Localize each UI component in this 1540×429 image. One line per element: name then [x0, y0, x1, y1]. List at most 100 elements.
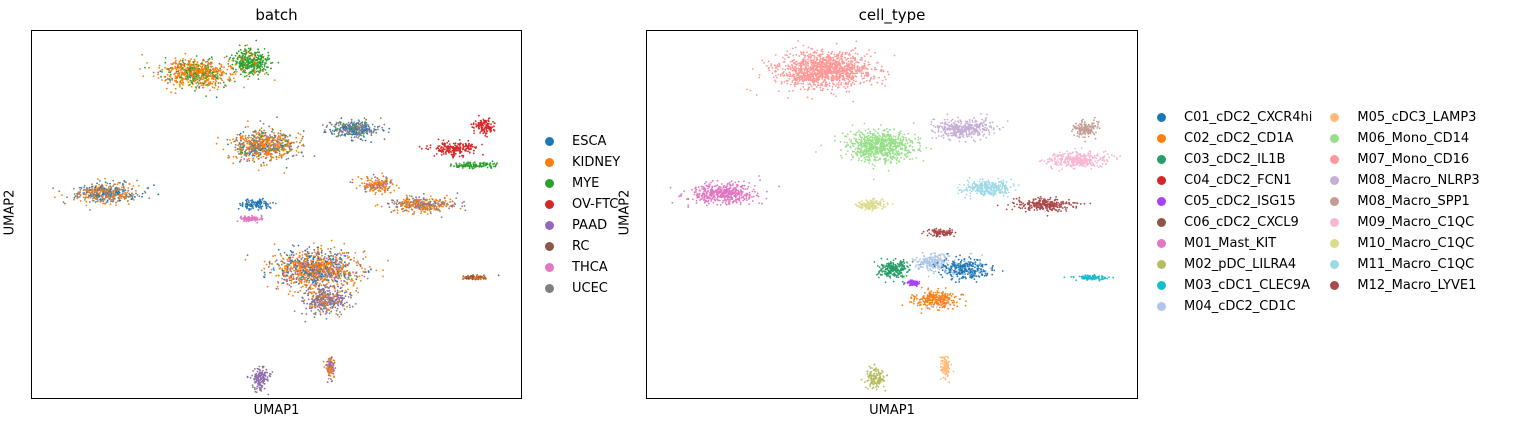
point: [128, 196, 130, 198]
point: [259, 63, 262, 66]
point: [426, 145, 428, 147]
point: [277, 288, 280, 290]
point: [372, 189, 374, 192]
point: [433, 208, 436, 211]
point: [369, 188, 372, 191]
point: [229, 56, 232, 59]
point: [356, 264, 358, 267]
point: [210, 66, 212, 68]
point: [238, 56, 241, 58]
point: [255, 70, 258, 73]
point: [289, 144, 292, 146]
point: [254, 54, 257, 57]
point: [439, 204, 442, 206]
point: [258, 133, 261, 135]
point: [98, 192, 101, 195]
point: [396, 209, 399, 212]
point: [322, 274, 325, 277]
point: [212, 80, 215, 83]
cluster-2: [215, 116, 316, 174]
point: [324, 253, 327, 255]
point: [391, 201, 394, 204]
point: [314, 279, 316, 282]
cluster-11: [236, 214, 264, 224]
point: [477, 123, 480, 126]
point: [455, 149, 458, 151]
point: [254, 55, 256, 58]
point: [309, 278, 312, 281]
point: [349, 273, 351, 276]
point: [182, 83, 184, 86]
point: [157, 77, 160, 79]
point: [280, 139, 283, 142]
point: [170, 63, 173, 65]
point: [265, 62, 267, 64]
point: [253, 66, 256, 68]
point: [370, 131, 373, 133]
point: [254, 201, 257, 204]
point: [157, 71, 160, 74]
point: [440, 149, 443, 152]
point: [279, 130, 282, 132]
point: [326, 275, 329, 278]
point: [309, 286, 312, 289]
point: [302, 130, 305, 132]
point: [100, 194, 102, 197]
point: [285, 166, 288, 169]
point: [171, 63, 174, 66]
point: [116, 200, 119, 203]
point: [339, 134, 342, 137]
point: [124, 191, 126, 194]
point: [215, 80, 218, 82]
point: [120, 197, 123, 200]
point: [217, 86, 220, 88]
point: [486, 130, 489, 132]
point: [161, 79, 163, 81]
point: [377, 181, 380, 183]
point: [169, 81, 172, 83]
point: [271, 156, 274, 159]
point: [323, 256, 326, 258]
point: [382, 269, 384, 272]
point: [142, 75, 145, 78]
point: [234, 146, 237, 149]
point: [297, 151, 300, 154]
point: [107, 186, 110, 188]
point: [413, 213, 415, 215]
point: [296, 147, 299, 149]
point: [138, 185, 140, 187]
point: [252, 207, 255, 210]
point: [482, 118, 485, 121]
point: [454, 153, 457, 155]
point: [324, 266, 327, 269]
point: [255, 39, 258, 42]
point: [242, 60, 245, 63]
point: [289, 262, 292, 265]
point: [468, 142, 470, 145]
point: [277, 248, 280, 251]
point: [383, 181, 386, 183]
point: [335, 268, 338, 271]
point: [331, 129, 334, 132]
point: [324, 131, 326, 133]
point: [148, 66, 150, 69]
point: [267, 51, 270, 54]
point: [333, 246, 336, 249]
point: [183, 65, 186, 68]
point: [331, 264, 334, 266]
point: [488, 165, 491, 167]
point: [316, 277, 319, 280]
point: [234, 140, 236, 143]
point: [285, 145, 287, 147]
point: [257, 155, 260, 157]
point: [301, 137, 303, 140]
point: [196, 68, 199, 71]
point: [111, 198, 113, 201]
point: [100, 190, 102, 192]
point: [269, 135, 272, 138]
point: [191, 69, 194, 72]
point: [268, 125, 271, 128]
point: [415, 196, 417, 199]
point: [239, 148, 241, 151]
point: [121, 186, 123, 189]
